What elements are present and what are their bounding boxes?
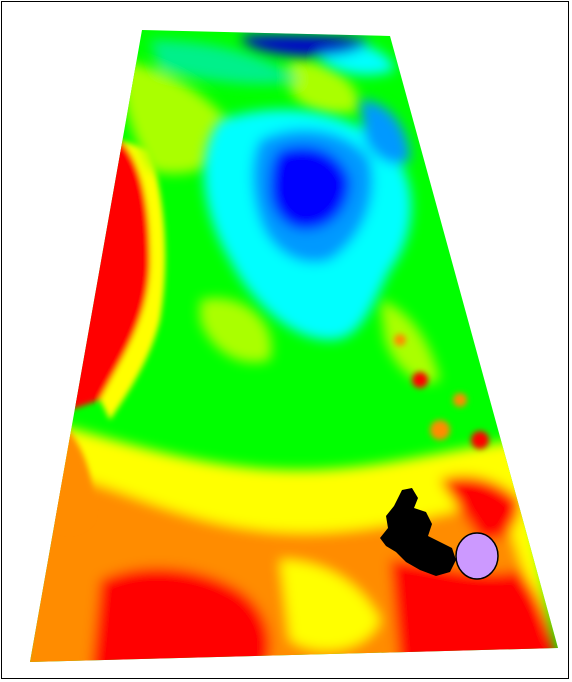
terrain-red-speckle [471,431,489,449]
terrain-yellow-region [280,560,380,651]
terrain-red-region [440,476,520,541]
terrain-orange-speckle [394,334,406,346]
terrain-yellow-band [100,140,166,420]
black-region [380,488,456,576]
terrain-orange-speckle [430,420,450,440]
terrain-yellow-green-region [380,300,440,383]
terrain-red-speckle [412,372,428,388]
terrain-light-blue-region [360,100,410,164]
terrain-yellow-green-region [200,298,272,363]
terrain-red-region [90,567,271,662]
terrain-teal-region [150,40,300,85]
terrain-orange-speckle [453,393,467,407]
terrain-dark-blue-region [240,35,370,57]
terrain-yellow-green-region [290,60,360,114]
marker-circle [455,532,499,580]
terrain-blue-region [270,146,350,230]
